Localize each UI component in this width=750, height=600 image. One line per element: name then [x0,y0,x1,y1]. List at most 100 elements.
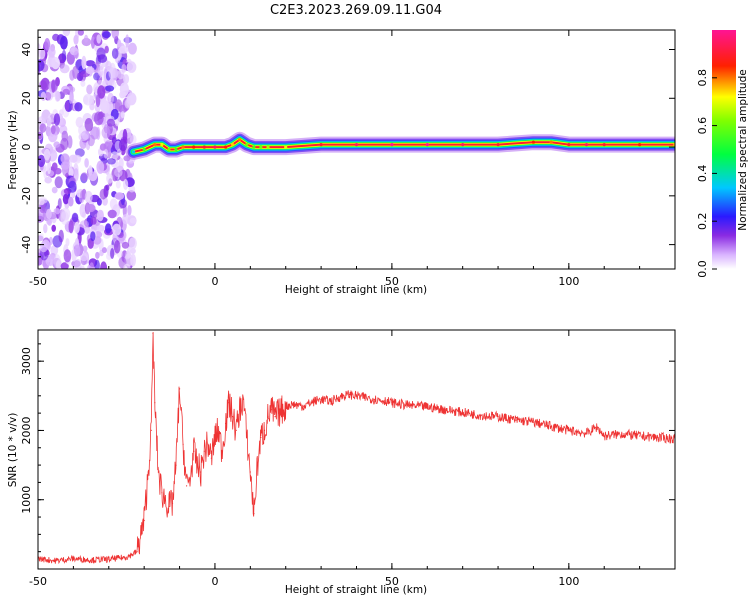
y-tick-label: 1000 [20,486,33,514]
snr-point [90,559,92,561]
noise-blob [38,59,45,72]
noise-blob [127,42,137,55]
y-tick-label: 20 [20,91,33,105]
y-tick-label: 2000 [20,416,33,444]
noise-blob [60,262,69,269]
noise-blob [53,141,60,148]
snr-point [221,450,223,452]
noise-blob [45,88,54,101]
snr-point [532,421,535,423]
ridge-point [549,140,553,144]
noise-blob [51,79,58,92]
noise-blob [126,61,137,73]
ridge-point [167,147,171,152]
noise-blob [114,99,123,112]
snr-point [292,403,294,405]
noise-blob [94,259,100,269]
ridge-point [266,145,270,149]
noise-blob [117,69,125,80]
noise-blob [73,34,79,45]
noise-blob [122,128,128,143]
snr-point [550,425,552,427]
noise-blob [48,114,56,123]
x-tick-label: 50 [385,275,399,288]
noise-blob [88,171,98,181]
noise-blob [39,123,47,133]
noise-blob [79,220,89,229]
noise-blob [60,35,68,50]
ridge-point [319,143,323,147]
noise-blob [126,92,137,106]
noise-blob [45,256,55,267]
snr-point [189,478,191,480]
ridge-point [224,145,228,149]
ridge-point [245,143,249,147]
noise-blob [80,80,86,87]
noise-blob [61,130,69,142]
snr-x-label: Height of straight line (km) [285,584,427,596]
noise-blob [59,64,70,74]
spectrogram-y-label: Frequency (Hz) [7,110,19,189]
noise-blob [97,65,104,77]
ridge-point [231,143,235,147]
snr-point [207,443,209,445]
noise-blob [39,241,48,253]
snr-point [225,422,227,425]
noise-blob [86,84,93,95]
ridge-point [425,143,429,147]
snr-point [302,405,304,407]
noise-blob [122,214,130,225]
snr-point [186,485,188,487]
noise-blob [38,147,43,156]
snr-point [239,409,241,411]
y-tick-label: -40 [20,236,33,254]
noise-blob [68,92,73,104]
snr-plot-area [38,330,675,569]
noise-blob [105,184,110,191]
noise-blob [51,224,56,232]
noise-blob [124,253,134,267]
noise-blob [96,224,105,232]
noise-blob [43,223,48,234]
snr-point [179,388,181,390]
noise-blob [120,111,125,119]
snr-point [157,471,159,473]
noise-blob [111,48,119,59]
noise-blob [100,261,108,269]
noise-blob [112,223,122,236]
noise-blob [56,260,61,269]
noise-blob [38,154,46,168]
noise-blob [96,209,104,222]
noise-blob [105,60,112,71]
snr-point [196,464,198,466]
noise-blob [51,186,58,194]
snr-point [603,435,605,437]
noise-blob [40,77,50,91]
snr-point [285,405,287,407]
snr-point [203,450,205,452]
noise-blob [38,215,45,223]
snr-point [152,332,154,335]
snr-point [143,519,145,522]
noise-blob [84,158,89,168]
noise-blob [130,248,136,254]
noise-blob [107,158,116,165]
snr-point [479,414,481,416]
y-tick-label: 0 [20,144,33,151]
snr-point [55,560,57,562]
snr-point [182,443,184,445]
noise-blob [72,66,79,79]
noise-blob [121,241,130,249]
spectrogram-x-ticks: -50 0 50 100 [29,30,676,288]
noise-blob [85,204,96,213]
noise-blob [80,252,89,262]
noise-blob [113,240,121,254]
noise-blob [64,100,70,112]
snr-point [497,416,499,418]
noise-blob [73,51,80,59]
x-tick-label: -50 [29,575,47,588]
ridge-point [213,145,217,149]
snr-point [161,492,163,494]
noise-blob [129,217,137,224]
noise-blob [50,125,56,135]
